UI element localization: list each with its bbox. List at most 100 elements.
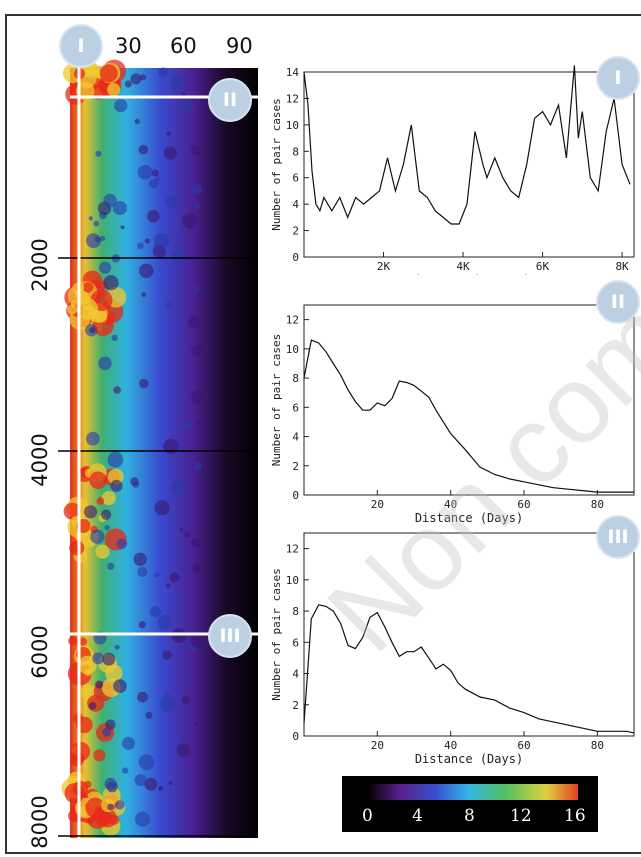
y-tick-label: 10 [286, 343, 299, 356]
heatmap-texture-cell [165, 195, 179, 209]
heatmap-texture-cell [191, 633, 207, 649]
heatmap-texture-cell [86, 431, 100, 446]
x-tick-label: 40 [444, 739, 457, 752]
heatmap-texture-cell [181, 100, 194, 113]
y-tick-label: 2 [292, 225, 299, 238]
heatmap-texture-cell [115, 800, 125, 810]
heatmap-hotspot [82, 282, 94, 293]
heatmap-texture-cell [120, 225, 125, 230]
heatmap-texture-cell [171, 628, 187, 644]
heatmap-texture-cell [159, 696, 176, 713]
y-tick-label: 0 [292, 730, 299, 743]
heatmap-texture-cell [102, 652, 116, 666]
colorbar: 0 4 8 12 16 [342, 776, 598, 832]
heatmap-texture-cell [187, 680, 193, 685]
x-axis-label: Distance (Days) [415, 511, 523, 525]
heatmap-texture-cell [166, 300, 175, 309]
heatmap-texture-cell [184, 532, 190, 538]
y-tick-label: 10 [286, 119, 299, 132]
heatmap-hotspot [95, 544, 110, 559]
heatmap-texture-cell [164, 692, 170, 698]
x-tick-label: 8K [615, 260, 629, 273]
x-axis-label: Distance (Days) [415, 752, 523, 766]
y-tick-label: 2000 [28, 238, 52, 292]
line-panel-ii: 0 2 4 6 8 10 12 20 40 60 80 Distance (Days) Number o… [270, 304, 635, 525]
heatmap-texture-cell [165, 583, 171, 588]
heatmap-texture-cell [158, 785, 164, 791]
y-axis-label: Number of pair cases [270, 334, 283, 466]
heatmap-hotspot [76, 298, 99, 320]
heatmap-texture-cell [104, 525, 110, 531]
x-tick-label: 80 [591, 498, 604, 511]
colorbar-tick-label: 12 [510, 806, 532, 826]
heatmap-body [70, 68, 258, 838]
y-tick-label: 6 [292, 172, 299, 185]
y-tick-label: 0 [292, 489, 299, 502]
series-line [303, 604, 635, 734]
y-tick-label: 8 [292, 605, 299, 618]
heatmap-hotspot [96, 497, 105, 505]
heatmap-texture-cell [166, 131, 172, 137]
y-tick-label: 12 [286, 314, 299, 327]
panel-marker-i: I [596, 56, 640, 100]
heatmap-texture-cell [139, 378, 149, 389]
x-tick-label: 4K [456, 260, 470, 273]
x-tick-label: 40 [444, 498, 457, 511]
heatmap-texture-cell [130, 477, 139, 486]
heatmap-texture-cell [107, 562, 115, 570]
y-tick-label: 8000 [28, 795, 52, 849]
y-tick-label: 4000 [28, 433, 52, 487]
heatmap-texture-cell [92, 652, 105, 665]
heatmap-texture-cell [98, 356, 112, 371]
heatmap-texture-cell [153, 233, 170, 249]
colorbar-tick-label: 0 [362, 806, 373, 826]
heatmap-texture-cell [95, 150, 102, 157]
heatmap-texture-cell [181, 91, 186, 97]
heatmap-texture-cell [137, 242, 144, 250]
y-tick-label: 14 [286, 66, 300, 79]
heatmap-texture-cell [138, 621, 146, 629]
x-tick-label: 20 [371, 498, 384, 511]
line-panel-iii: 0 2 4 6 8 10 12 20 40 60 80 Distance (Days) Number o… [270, 532, 635, 766]
heatmap-texture-cell [194, 285, 200, 291]
y-tick-label: 6000 [28, 625, 52, 679]
x-tick-label: 60 [517, 498, 530, 511]
heatmap-texture-cell [193, 462, 203, 471]
heatmap-texture-cell [145, 711, 153, 719]
heatmap-texture-cell [135, 811, 151, 827]
y-tick-label: 4 [292, 431, 299, 444]
heatmap-texture-cell [184, 166, 190, 172]
heatmap-texture-cell [137, 164, 153, 180]
heatmap-hotspot [105, 664, 123, 682]
heatmap-texture-cell [150, 606, 161, 618]
heatmap-hotspot [101, 491, 116, 506]
heatmap-hotspot [68, 636, 78, 646]
heatmap-texture-cell [134, 118, 140, 124]
x-tick-label: 60 [517, 739, 530, 752]
heatmap-texture-cell [179, 527, 184, 532]
heatmap-hotspot [67, 304, 78, 315]
heatmap-texture-cell [158, 67, 169, 78]
heatmap-hotspot [99, 64, 118, 83]
x-tick-label: 80 [591, 739, 604, 752]
line-panel-i: 0 2 4 6 8 10 12 14 2K 4K 6K 8K Distance (Meters) Numb… [270, 65, 635, 275]
y-tick-label: 0 [292, 251, 299, 264]
heatmap-texture-cell [172, 248, 188, 264]
marker-i: I [59, 24, 103, 68]
heatmap-texture-cell [113, 386, 121, 394]
x-tick-label: 60 [170, 34, 197, 58]
heatmap-texture-cell [105, 719, 116, 730]
panel-marker-iii: III [596, 515, 640, 559]
y-tick-label: 4 [292, 198, 299, 211]
heatmap-texture-cell [112, 200, 128, 216]
heatmap-texture-cell [182, 213, 198, 229]
heatmap-texture-cell [163, 438, 179, 455]
series-line [303, 339, 634, 493]
heatmap-texture-cell [122, 767, 129, 774]
series-line [303, 65, 631, 225]
heatmap-texture-cell [181, 695, 191, 705]
heatmap-texture-cell [148, 178, 159, 189]
heatmap-texture-cell [103, 193, 117, 208]
heatmap-texture-cell [170, 480, 186, 495]
heatmap-texture-cell [107, 451, 124, 468]
